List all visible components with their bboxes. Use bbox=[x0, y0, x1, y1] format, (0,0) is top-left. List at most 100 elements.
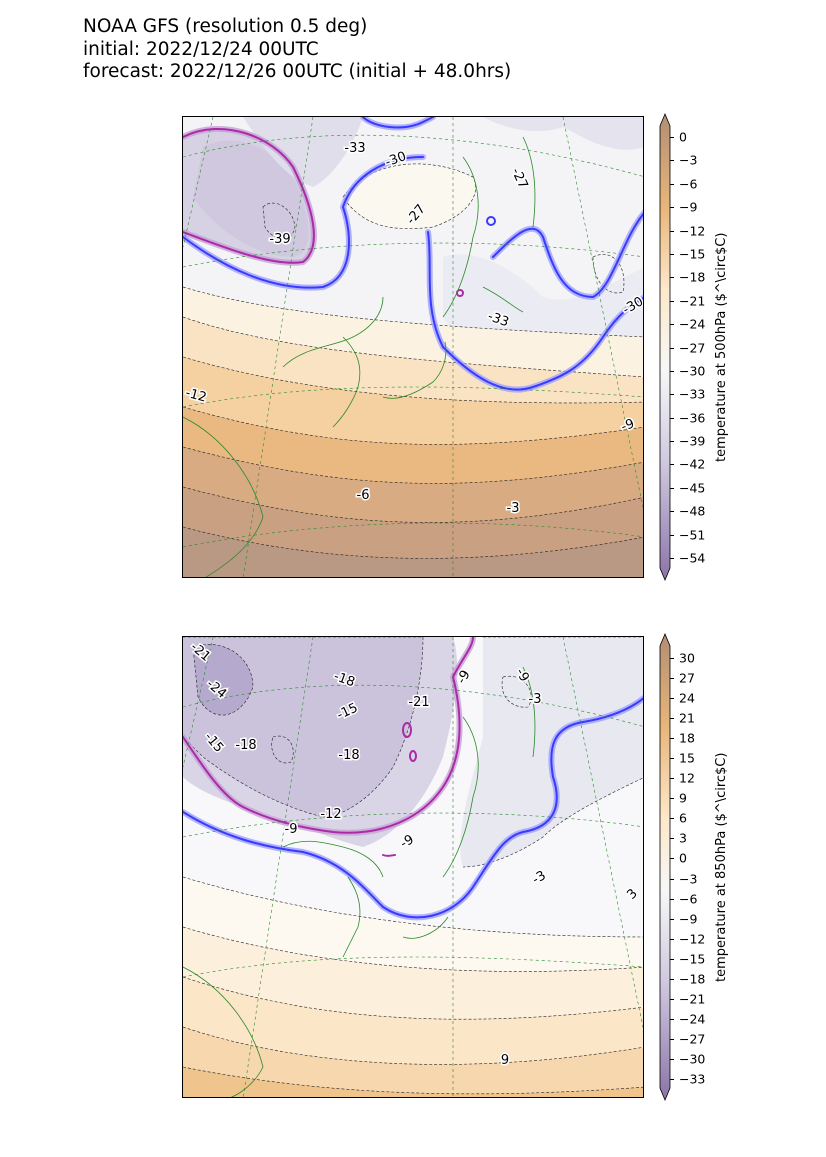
colorbar-tick-label: −33 bbox=[679, 386, 706, 402]
contour-label: -18 bbox=[338, 748, 359, 763]
colorbar-tick-label: 0 bbox=[679, 850, 687, 866]
contour-label: 3 bbox=[624, 886, 640, 902]
colorbar-tick-label: −15 bbox=[679, 246, 706, 262]
colorbar-tick-label: −24 bbox=[679, 1011, 706, 1027]
colorbar-tick-label: −27 bbox=[679, 340, 706, 355]
colorbar-tick-mark bbox=[670, 137, 674, 138]
title-line-model: NOAA GFS (resolution 0.5 deg) bbox=[83, 16, 368, 37]
colorbar-tick-label: −9 bbox=[679, 911, 698, 927]
colorbar-tick-label: 3 bbox=[679, 830, 687, 846]
colorbar-tick-mark bbox=[670, 1058, 674, 1060]
contour-label: -15 bbox=[335, 701, 361, 724]
contour-label: -24 bbox=[203, 677, 229, 702]
colorbar-tick-mark bbox=[670, 998, 674, 1000]
colorbar-tick-mark bbox=[670, 417, 674, 419]
colorbar-tick-label: −9 bbox=[679, 199, 698, 215]
colorbar-tick-label: 18 bbox=[679, 730, 695, 746]
colorbar-tick-label: −12 bbox=[679, 223, 706, 239]
contour-label: -30 bbox=[383, 149, 408, 170]
map-500hpa-labels: -33 -30 -27 -27 -39 -33 -30 -12 -9 -6 -3 bbox=[183, 140, 643, 518]
colorbar-tick-mark bbox=[670, 183, 674, 185]
colorbar-tick-mark bbox=[670, 938, 674, 940]
colorbar-tick-label: 24 bbox=[679, 690, 695, 706]
contour-label: -12 bbox=[184, 386, 208, 406]
colorbar-tick-label: −15 bbox=[679, 951, 706, 967]
colorbar-tick-mark bbox=[670, 778, 674, 780]
contour-label: -12 bbox=[320, 807, 341, 822]
colorbar-tick-label: −27 bbox=[679, 1031, 706, 1047]
title-line-forecast: forecast: 2022/12/26 00UTC (initial + 48… bbox=[83, 61, 512, 82]
colorbar-tick-label: 27 bbox=[679, 670, 695, 686]
colorbar-tick-mark bbox=[670, 394, 674, 396]
colorbar-tick-label: −18 bbox=[679, 971, 706, 987]
colorbar-tick-label: −18 bbox=[679, 269, 706, 285]
map-850hpa: -21 -24 -18 -15 -21 -9 -9 -3 -15 -18 -18… bbox=[182, 636, 644, 1098]
contour-label: -3 bbox=[529, 692, 542, 707]
colorbar-tick-label: 15 bbox=[679, 750, 695, 766]
contour-label: -9 bbox=[398, 832, 417, 851]
colorbar-tick-mark bbox=[670, 207, 674, 209]
contour-label: -15 bbox=[201, 730, 226, 756]
colorbar-tick-label: 9 bbox=[679, 790, 687, 806]
colorbar-tick-mark bbox=[670, 658, 674, 659]
map-500hpa: -33 -30 -27 -27 -39 -33 -30 -12 -9 -6 -3 bbox=[182, 116, 644, 578]
contour-label: -9 bbox=[512, 666, 531, 685]
colorbar-tick-label: −36 bbox=[679, 410, 706, 426]
figure-title: NOAA GFS (resolution 0.5 deg) initial: 2… bbox=[83, 16, 511, 84]
colorbar-tick-label: −6 bbox=[679, 891, 698, 907]
colorbar-tick-mark bbox=[670, 898, 674, 900]
contour-label: -21 bbox=[187, 640, 213, 665]
colorbar-tick-mark bbox=[670, 738, 674, 740]
colorbar-tick-mark bbox=[670, 758, 674, 760]
colorbar-500hpa bbox=[659, 112, 671, 582]
colorbar-tick-mark bbox=[670, 324, 674, 326]
contour-label: -21 bbox=[408, 695, 429, 710]
colorbar-tick-mark bbox=[670, 441, 674, 443]
colorbar-tick-label: −30 bbox=[679, 1051, 706, 1067]
colorbar-tick-mark bbox=[670, 370, 674, 372]
colorbar-tick-label: −21 bbox=[679, 293, 706, 309]
colorbar-tick-mark bbox=[670, 253, 674, 255]
colorbar-tick-label: −24 bbox=[679, 316, 706, 332]
coastline bbox=[183, 136, 536, 577]
colorbar-tick-label: −42 bbox=[679, 456, 706, 472]
colorbar-tick-label: −51 bbox=[679, 527, 706, 543]
colorbar-tick-mark bbox=[670, 464, 674, 466]
colorbar-tick-label: −3 bbox=[679, 871, 698, 887]
colorbar-tick-mark bbox=[670, 558, 674, 559]
map-850hpa-graphic bbox=[183, 637, 643, 1097]
colorbar-tick-mark bbox=[670, 978, 674, 980]
colorbar-tick-mark bbox=[670, 1038, 674, 1040]
colorbar-tick-label: 6 bbox=[679, 810, 687, 826]
colorbar-tick-label: −3 bbox=[679, 152, 698, 168]
colorbar-500hpa-ticks: 0 −3 −6 −9 −12 −15 −18 −21 −24 −27 −30 −33 −36 −39 −42… bbox=[670, 130, 715, 566]
contour-label: -9 bbox=[619, 416, 636, 435]
colorbar-tick-label: −39 bbox=[679, 433, 706, 449]
colorbar-tick-mark bbox=[670, 160, 674, 162]
colorbar-tick-mark bbox=[670, 347, 674, 349]
graticule bbox=[183, 637, 643, 1097]
colorbar-tick-mark bbox=[670, 878, 674, 880]
contour-label: -3 bbox=[530, 868, 549, 887]
colorbar-500hpa-label: temperature at 500hPa ($^\circ$C) bbox=[714, 232, 729, 462]
contour-label: -18 bbox=[332, 669, 357, 690]
colorbar-tick-mark bbox=[670, 1079, 674, 1080]
colorbar-tick-label: −48 bbox=[679, 503, 706, 519]
contour-label: -9 bbox=[454, 668, 473, 687]
contour-label: -33 bbox=[486, 309, 511, 330]
colorbar-tick-mark bbox=[670, 698, 674, 700]
colorbar-tick-mark bbox=[670, 718, 674, 720]
colorbar-850hpa-ticks: 30 27 24 21 18 15 12 9 6 3 0 −3 −6 −9 −12 −15 −18 −21 −24−… bbox=[670, 651, 715, 1087]
colorbar-tick-label: 21 bbox=[679, 710, 695, 726]
colorbar-tick-label: −6 bbox=[679, 176, 698, 192]
colorbar-tick-label: −45 bbox=[679, 480, 706, 496]
colorbar-tick-mark bbox=[670, 230, 674, 232]
contour-label: -9 bbox=[285, 822, 298, 837]
colorbar-tick-label: 12 bbox=[679, 770, 695, 786]
contour-label: -18 bbox=[235, 738, 256, 753]
graticule bbox=[183, 117, 643, 577]
contour-label: 9 bbox=[501, 1053, 509, 1068]
colorbar-850hpa-label: temperature at 850hPa ($^\circ$C) bbox=[714, 752, 729, 982]
colorbar-tick-mark bbox=[670, 858, 674, 860]
colorbar-tick-mark bbox=[670, 487, 674, 489]
